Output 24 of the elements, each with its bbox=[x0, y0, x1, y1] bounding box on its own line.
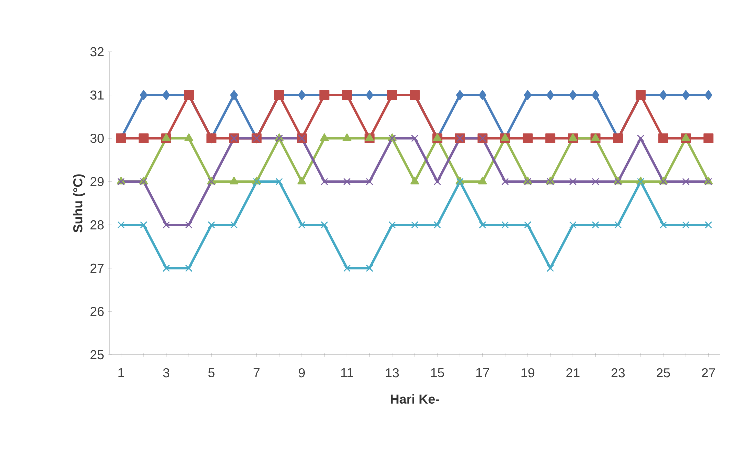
x-tick-label: 9 bbox=[299, 368, 306, 378]
x-tick-label: 21 bbox=[566, 368, 580, 378]
x-tick-label: 25 bbox=[656, 368, 670, 378]
x-tick-label: 17 bbox=[476, 368, 490, 378]
y-tick-label: 27 bbox=[90, 264, 104, 273]
y-tick-label: 26 bbox=[90, 307, 104, 316]
x-tick-label: 13 bbox=[386, 368, 400, 378]
x-tick-label: 27 bbox=[702, 368, 716, 378]
x-tick-label: 11 bbox=[341, 368, 354, 378]
x-tick-label: 23 bbox=[612, 368, 625, 378]
x-tick-label: 5 bbox=[208, 368, 215, 378]
x-tick-label: 15 bbox=[431, 368, 444, 378]
x-axis-title: Hari Ke- bbox=[391, 394, 440, 404]
y-tick-label: 28 bbox=[90, 220, 104, 230]
x-tick-label: 19 bbox=[522, 368, 535, 378]
y-tick-label: 25 bbox=[90, 350, 104, 360]
y-tick-label: 32 bbox=[90, 47, 104, 57]
y-tick-label: 30 bbox=[90, 134, 104, 144]
y-axis-title: Suhu (°C) bbox=[73, 174, 86, 233]
x-tick-label: 1 bbox=[118, 368, 124, 378]
y-tick-label: 29 bbox=[90, 177, 104, 186]
y-tick-label: 31 bbox=[90, 90, 104, 100]
x-tick-label: 7 bbox=[254, 368, 260, 378]
x-tick-label: 3 bbox=[163, 368, 170, 378]
